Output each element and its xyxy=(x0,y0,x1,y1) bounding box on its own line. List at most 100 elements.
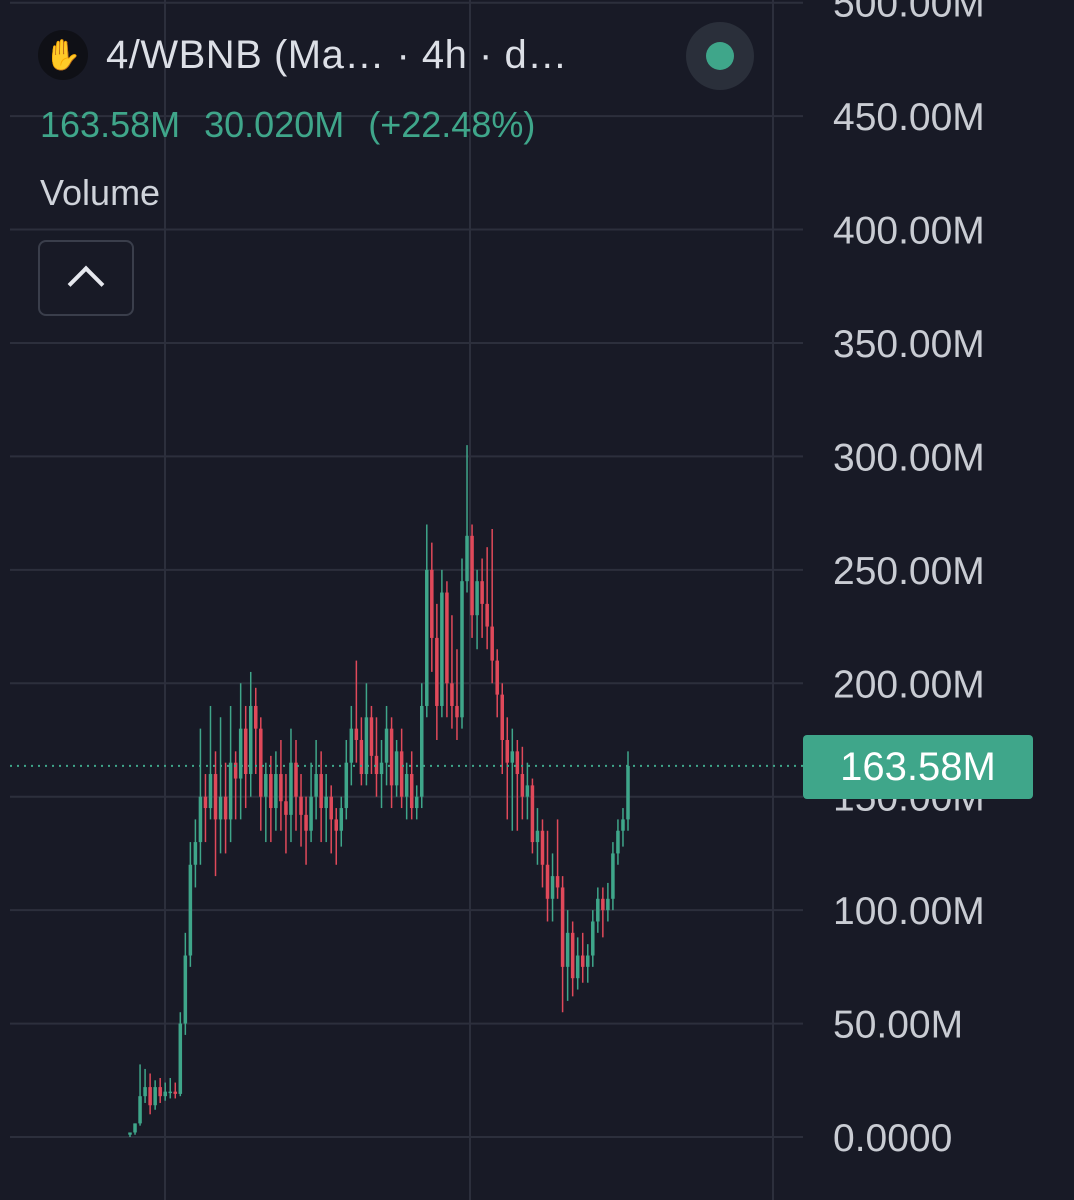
candle xyxy=(384,705,389,786)
candle xyxy=(163,1082,167,1101)
candle xyxy=(264,762,268,843)
candle xyxy=(128,1132,132,1137)
candle-body xyxy=(399,751,404,797)
collapse-button[interactable] xyxy=(38,240,134,316)
candle-body xyxy=(475,581,479,616)
candle-body xyxy=(269,774,273,809)
candle-body xyxy=(243,728,248,775)
hand-logo-icon[interactable]: ✋ xyxy=(38,30,88,80)
candle xyxy=(591,910,595,967)
candle xyxy=(440,569,444,718)
candlestick-series xyxy=(128,445,630,1137)
pair-title[interactable]: 4/WBNB (Ma… · 4h · d… xyxy=(106,32,568,77)
candle xyxy=(354,660,359,763)
candle xyxy=(601,887,605,938)
candle-body xyxy=(425,569,429,706)
candle-body xyxy=(379,762,384,775)
candle xyxy=(324,774,328,843)
candle xyxy=(339,796,344,847)
candle-body xyxy=(279,774,283,802)
candle xyxy=(500,683,505,775)
chevron-up-icon xyxy=(67,265,105,303)
candle-body xyxy=(259,728,263,797)
candle-body xyxy=(228,762,233,820)
candle xyxy=(138,1064,142,1126)
candle-body xyxy=(354,728,359,740)
candle xyxy=(299,774,303,847)
candle xyxy=(284,774,288,854)
candle-body xyxy=(223,796,228,820)
candle xyxy=(580,932,585,983)
candle xyxy=(188,842,193,967)
candle xyxy=(253,687,258,775)
candle xyxy=(626,751,630,831)
volume-indicator-label[interactable]: Volume xyxy=(40,172,161,213)
candle-body xyxy=(585,955,590,967)
candle xyxy=(379,739,384,809)
status-dot-icon xyxy=(706,42,734,70)
candle xyxy=(148,1073,152,1115)
candle xyxy=(455,649,459,740)
price-tick-label: 200.00M xyxy=(833,663,985,706)
candle-body xyxy=(289,762,293,815)
candle xyxy=(289,728,293,843)
candle xyxy=(173,1082,178,1099)
candle xyxy=(168,1078,173,1099)
candle xyxy=(309,762,313,843)
candle xyxy=(611,842,615,911)
legend-last-value: 163.58M xyxy=(40,104,181,145)
candle-body xyxy=(168,1091,173,1094)
candle-body xyxy=(173,1091,178,1094)
candle-body xyxy=(309,796,313,831)
candle-body xyxy=(208,774,213,809)
ohlc-legend: 163.58M 30.020M (+22.48%) xyxy=(40,104,549,146)
candle-body xyxy=(601,898,605,911)
candle-body xyxy=(193,842,198,865)
candle xyxy=(475,569,479,650)
candle-body xyxy=(178,1023,183,1094)
candle xyxy=(575,937,580,990)
candle-body xyxy=(369,717,374,756)
candle-body xyxy=(304,814,308,831)
candle-body xyxy=(233,762,238,779)
candle-body xyxy=(133,1123,137,1133)
candle-body xyxy=(505,739,510,763)
price-tick-label: 250.00M xyxy=(833,550,985,593)
candle xyxy=(535,808,540,865)
candle xyxy=(409,751,414,820)
candle-body xyxy=(490,626,494,661)
candle xyxy=(274,751,278,831)
candle-body xyxy=(324,796,328,809)
candle xyxy=(495,649,499,718)
candle-body xyxy=(530,785,535,843)
candle-body xyxy=(163,1091,167,1097)
candle-body xyxy=(414,796,419,809)
candle-body xyxy=(520,774,525,797)
candle-body xyxy=(545,864,550,899)
candle-body xyxy=(470,535,474,616)
candle xyxy=(530,778,535,854)
candle xyxy=(465,445,469,593)
candle xyxy=(233,751,238,820)
candle-body xyxy=(284,801,288,815)
candle xyxy=(329,785,333,854)
candle-body xyxy=(606,898,610,911)
candle-body xyxy=(294,762,298,797)
candle-body xyxy=(364,717,369,775)
candle xyxy=(344,739,349,820)
candle xyxy=(223,762,228,854)
candle xyxy=(555,819,560,899)
candle-body xyxy=(183,955,188,1024)
live-status-indicator[interactable] xyxy=(686,22,754,90)
price-tick-label: 300.00M xyxy=(833,436,985,479)
candle xyxy=(389,717,394,809)
candle xyxy=(218,717,223,854)
candle xyxy=(565,910,570,1001)
candle xyxy=(616,819,620,865)
price-tick-label: 0.0000 xyxy=(833,1117,952,1160)
candle-body xyxy=(394,751,399,786)
candle-body xyxy=(248,705,253,775)
candle-body xyxy=(213,774,218,820)
candle-body xyxy=(580,955,585,967)
